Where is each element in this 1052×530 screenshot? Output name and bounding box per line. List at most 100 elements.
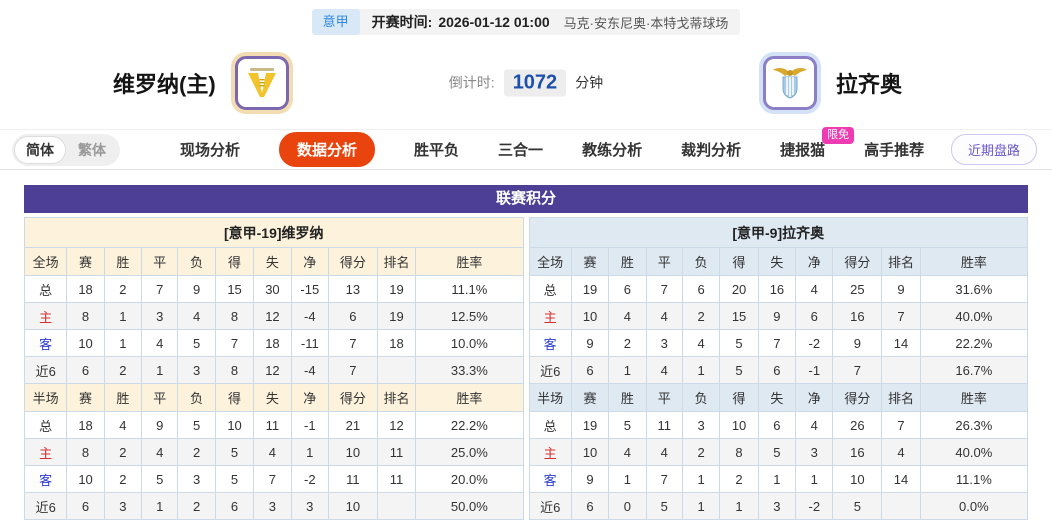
- stat-cell: 4: [645, 356, 683, 384]
- column-header: 平: [141, 247, 179, 276]
- tab-jiebaomao[interactable]: 捷报猫 限免: [780, 127, 855, 160]
- stat-cell: 30: [253, 275, 292, 303]
- column-header: 全场: [23, 247, 68, 276]
- stat-cell: -2: [795, 492, 834, 520]
- row-label: 近6: [23, 356, 68, 384]
- lang-traditional-option[interactable]: 繁体: [78, 141, 106, 158]
- stat-cell: 4: [177, 302, 216, 330]
- full-header-row: 全场赛胜平负得失净得分 排名 胜率: [528, 247, 1029, 276]
- tab-expert-picks[interactable]: 高手推荐: [864, 142, 925, 159]
- column-header: 胜率: [919, 247, 1029, 276]
- stat-cell: 10.0%: [415, 329, 524, 357]
- column-header: 净: [290, 247, 329, 276]
- stat-cell: 1: [141, 492, 179, 520]
- stat-cell: 19: [376, 275, 417, 303]
- stat-cell: 4: [645, 302, 683, 330]
- stat-cell: 2: [681, 438, 721, 466]
- stat-cell: 10: [214, 411, 255, 439]
- match-header: 维罗纳(主) 倒计时: 1072 分钟: [0, 36, 1052, 129]
- tab-referee-analysis[interactable]: 裁判分析: [681, 142, 742, 159]
- stat-cell: 4: [141, 329, 179, 357]
- stat-cell: 11: [327, 465, 378, 493]
- stat-cell: 10: [66, 329, 105, 357]
- stat-cell: 16.7%: [919, 356, 1029, 384]
- column-header: 平: [645, 383, 683, 412]
- stat-cell: 6: [66, 492, 105, 520]
- away-team-block: 拉齐奥: [758, 51, 902, 114]
- stat-cell: 22.2%: [919, 329, 1029, 357]
- stat-cell: -2: [795, 329, 834, 357]
- column-header: 失: [757, 247, 797, 276]
- tab-data-analysis[interactable]: 数据分析: [279, 132, 376, 167]
- stat-cell: -2: [290, 465, 329, 493]
- stat-cell: 3: [177, 465, 216, 493]
- stat-cell: 6: [608, 275, 647, 303]
- stat-cell: 7: [645, 275, 683, 303]
- stat-cell: 19: [570, 275, 610, 303]
- stat-cell: 18: [66, 411, 105, 439]
- tab-three-in-one[interactable]: 三合一: [498, 142, 544, 159]
- stat-cell: 5: [757, 438, 797, 466]
- column-header: 平: [645, 247, 683, 276]
- stat-cell: 2: [103, 275, 143, 303]
- stat-cell: 8: [719, 438, 759, 466]
- stat-cell: -11: [290, 329, 329, 357]
- tab-coach-analysis[interactable]: 教练分析: [582, 142, 643, 159]
- stat-cell: 1: [103, 302, 143, 330]
- stat-cell: 40.0%: [919, 302, 1029, 330]
- stat-cell: -4: [290, 356, 329, 384]
- stat-cell: 3: [141, 302, 179, 330]
- table-row: 客 9 2 3 4 5 7 -2 9 14 22.2%: [528, 329, 1029, 357]
- table-title: 联赛积分: [24, 185, 1028, 213]
- stat-cell: 7: [832, 356, 883, 384]
- countdown-label: 倒计时:: [448, 74, 495, 91]
- stat-cell: 20: [719, 275, 759, 303]
- stat-cell: 8: [214, 302, 255, 330]
- stat-cell: 5: [177, 329, 216, 357]
- stat-cell: 2: [608, 329, 647, 357]
- column-header: 负: [177, 383, 216, 412]
- recent-odds-button[interactable]: 近期盘路: [950, 134, 1037, 165]
- stat-cell: 6: [570, 356, 610, 384]
- column-header: 净: [795, 383, 834, 412]
- away-table-title: [意甲-9]拉齐奥: [528, 217, 1028, 248]
- stat-cell: 1: [681, 492, 721, 520]
- stat-cell: 6: [214, 492, 255, 520]
- row-label: 主: [23, 438, 68, 466]
- column-header: 胜: [103, 383, 143, 412]
- stat-cell: 3: [103, 492, 143, 520]
- column-header: 得: [214, 247, 255, 276]
- stat-cell: 6: [66, 356, 105, 384]
- stat-cell: 5: [645, 492, 683, 520]
- countdown-value: 1072: [503, 69, 567, 96]
- stat-cell: 9: [757, 302, 797, 330]
- column-header: 得分: [832, 383, 883, 412]
- stat-cell: 5: [177, 411, 216, 439]
- tab-live-analysis[interactable]: 现场分析: [180, 142, 241, 159]
- match-info-strip: 意甲 开赛时间: 2026-01-12 01:00 马克·安东尼奥·本特戈蒂球场: [311, 9, 741, 35]
- row-label: 主: [23, 302, 68, 330]
- stat-cell: 7: [327, 329, 378, 357]
- lang-simplified-option[interactable]: 简体: [14, 135, 66, 164]
- table-row: 主 10 4 4 2 8 5 3 16 4 40.0%: [528, 438, 1029, 466]
- stat-cell: 11: [376, 465, 417, 493]
- column-header: 胜率: [415, 247, 524, 276]
- stat-cell: 10: [719, 411, 759, 439]
- column-header: 得: [719, 247, 759, 276]
- stat-cell: 4: [645, 438, 683, 466]
- full-header-row: 全场赛胜平负得失净得分 排名 胜率: [23, 247, 524, 276]
- stat-cell: 2: [681, 302, 721, 330]
- column-header: 半场: [23, 383, 68, 412]
- stat-cell: 6: [570, 492, 610, 520]
- column-header: 失: [253, 383, 292, 412]
- column-header: 净: [795, 247, 834, 276]
- tab-win-draw-loss[interactable]: 胜平负: [414, 142, 460, 159]
- column-header: 胜率: [415, 383, 524, 412]
- column-header: 排名: [881, 383, 921, 412]
- stat-cell: 1: [290, 438, 329, 466]
- stat-cell: [376, 356, 417, 384]
- nav-tabs: 现场分析 数据分析 胜平负 三合一 教练分析 裁判分析 捷报猫 限免 高手推荐: [180, 127, 925, 167]
- stat-cell: 8: [214, 356, 255, 384]
- stat-cell: 9: [570, 329, 610, 357]
- stat-cell: 10: [327, 438, 378, 466]
